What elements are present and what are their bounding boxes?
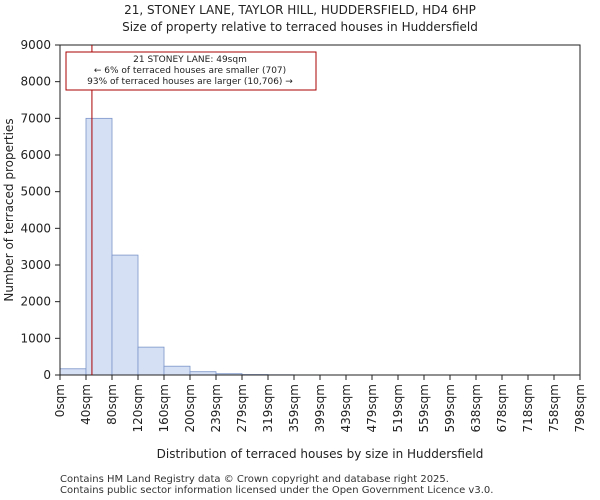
x-tick-label-638sqm: 638sqm	[469, 384, 483, 432]
x-axis: 0sqm 40sqm 80sqm 120sqm 160sqm 200sqm 239sqm 27…	[53, 375, 587, 432]
x-tick-label-279sqm: 279sqm	[235, 384, 249, 432]
y-tick-label-8000: 8000	[20, 75, 51, 89]
chart-title: 21, STONEY LANE, TAYLOR HILL, HUDDERSFIE…	[124, 3, 476, 17]
y-tick-label-0: 0	[43, 368, 51, 382]
x-tick-label-40sqm: 40sqm	[79, 384, 93, 425]
x-axis-label: Distribution of terraced houses by size …	[157, 447, 484, 461]
annotation-box: 21 STONEY LANE: 49sqm ← 6% of terraced h…	[65, 51, 317, 91]
x-tick-label-0sqm: 0sqm	[53, 384, 67, 417]
x-tick-label-120sqm: 120sqm	[131, 384, 145, 432]
footer-licence: Contains public sector information licen…	[60, 485, 494, 496]
x-tick-label-359sqm: 359sqm	[287, 384, 301, 432]
annotation-line-3: 93% of terraced houses are larger (10,70…	[87, 77, 293, 87]
y-tick-label-6000: 6000	[20, 148, 51, 162]
histogram-chart: 21, STONEY LANE, TAYLOR HILL, HUDDERSFIE…	[2, 3, 587, 461]
x-tick-label-599sqm: 599sqm	[443, 384, 457, 432]
bar-120sqm	[137, 346, 165, 376]
x-tick-label-439sqm: 439sqm	[339, 384, 353, 432]
x-tick-label-758sqm: 758sqm	[547, 384, 561, 432]
y-axis: 0 1000 2000 3000 4000 5000 6000 7000 8000 9000	[20, 38, 60, 382]
bar-0sqm	[59, 368, 87, 376]
x-tick-label-479sqm: 479sqm	[365, 384, 379, 432]
x-tick-label-160sqm: 160sqm	[157, 384, 171, 432]
bar-160sqm	[163, 365, 191, 376]
plot-frame	[59, 44, 581, 376]
x-tick-label-80sqm: 80sqm	[105, 384, 119, 425]
y-axis-label: Number of terraced properties	[2, 118, 16, 301]
y-tick-label-9000: 9000	[20, 38, 51, 52]
y-tick-label-4000: 4000	[20, 221, 51, 235]
y-tick-label-1000: 1000	[20, 331, 51, 345]
x-tick-label-678sqm: 678sqm	[495, 384, 509, 432]
chart-subtitle: Size of property relative to terraced ho…	[122, 20, 478, 34]
x-tick-label-200sqm: 200sqm	[183, 384, 197, 432]
y-tick-label-7000: 7000	[20, 111, 51, 125]
bar-80sqm	[111, 254, 139, 376]
x-tick-label-319sqm: 319sqm	[261, 384, 275, 432]
y-tick-label-2000: 2000	[20, 295, 51, 309]
bar-40sqm	[85, 117, 113, 376]
x-tick-label-718sqm: 718sqm	[521, 384, 535, 432]
x-tick-label-519sqm: 519sqm	[391, 384, 405, 432]
annotation-line-2: ← 6% of terraced houses are smaller (707…	[94, 66, 286, 76]
bars-group	[59, 117, 425, 376]
footer-copyright: Contains HM Land Registry data © Crown c…	[60, 474, 449, 485]
y-tick-label-5000: 5000	[20, 185, 51, 199]
x-tick-label-399sqm: 399sqm	[313, 384, 327, 432]
x-tick-label-239sqm: 239sqm	[209, 384, 223, 432]
x-tick-label-559sqm: 559sqm	[417, 384, 431, 432]
x-tick-label-798sqm: 798sqm	[573, 384, 587, 432]
y-tick-label-3000: 3000	[20, 258, 51, 272]
annotation-line-1: 21 STONEY LANE: 49sqm	[133, 55, 247, 65]
annotation-frame	[65, 51, 317, 91]
